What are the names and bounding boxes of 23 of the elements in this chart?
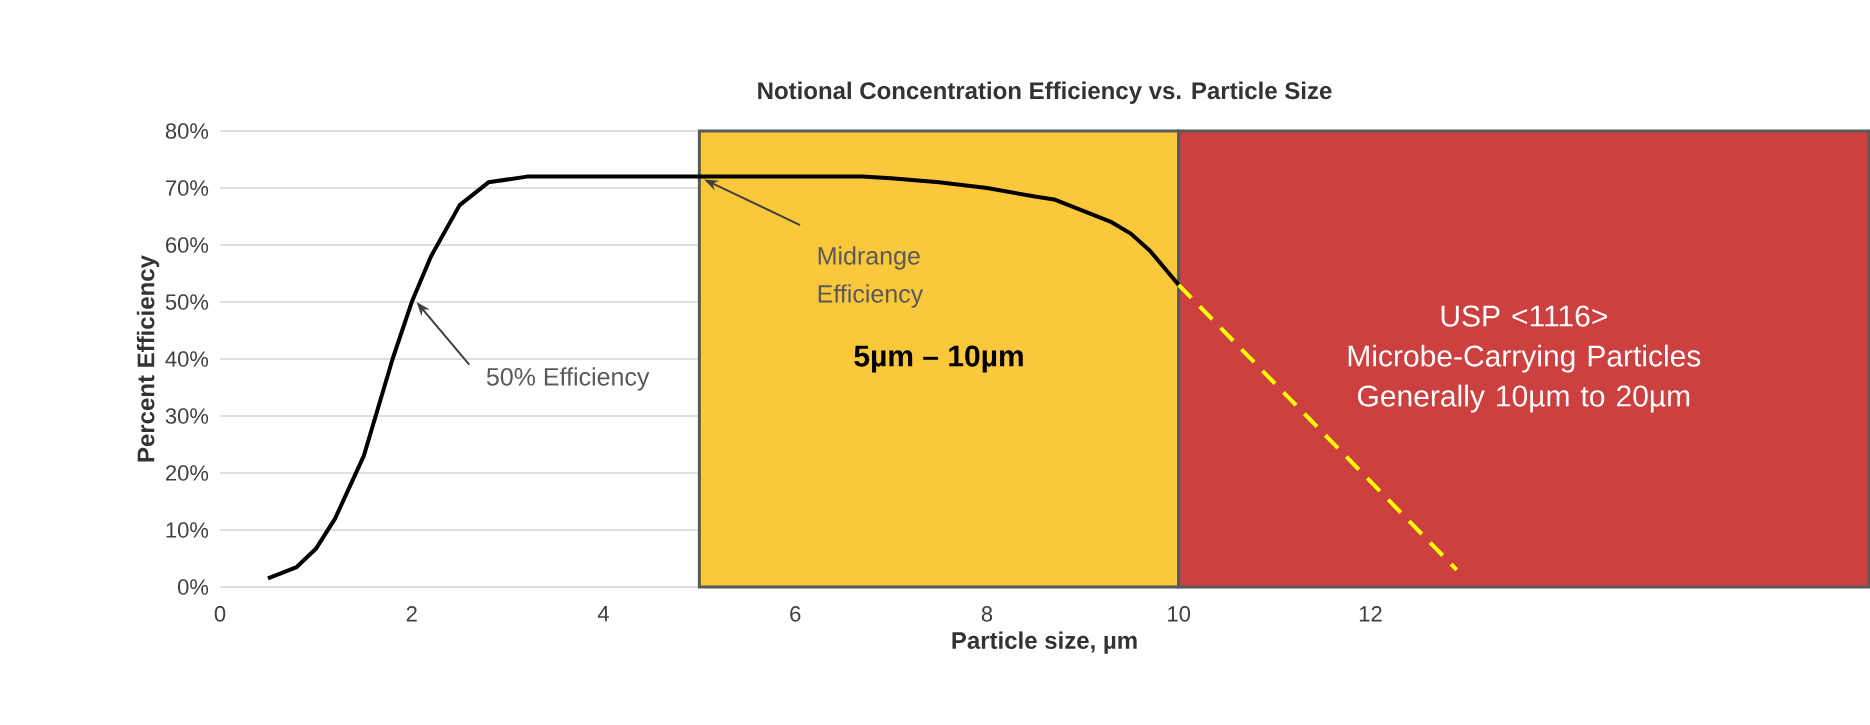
y-tick-label: 30% (165, 408, 209, 424)
x-tick-label: 4 (597, 606, 609, 622)
y-tick-label: 0% (177, 579, 209, 595)
x-tick-label: 8 (981, 606, 993, 622)
x-tick-label: 0 (214, 606, 226, 622)
x-axis-title: Particle size, µm (952, 631, 1137, 654)
y-tick-label: 70% (166, 180, 209, 196)
y-tick-label: 20% (166, 465, 209, 481)
band-label: USP <1116> Microbe-Carrying Particles Generally 10µm to 20µm (1348, 305, 1701, 413)
x-tick-label: 2 (406, 606, 417, 622)
band-label: 5µm – 10µm (854, 345, 1023, 373)
x-tick-label: 10 (1168, 606, 1191, 622)
chart-title: Notional Concentration Efficiency vs. Particle Size (758, 81, 1332, 104)
y-tick-label: 50% (165, 294, 209, 310)
y-tick-label: 80% (165, 123, 209, 139)
y-axis-title: Percent Efficiency (136, 255, 160, 462)
x-tick-label: 6 (790, 606, 801, 622)
y-tick-label: 60% (166, 237, 209, 253)
y-tick-label: 10% (166, 522, 209, 538)
annotation: 50% Efficiency (486, 367, 650, 391)
x-tick-label: 12 (1359, 606, 1382, 622)
annotation: Midrange Efficiency (818, 246, 924, 308)
y-tick-label: 40% (165, 351, 209, 367)
